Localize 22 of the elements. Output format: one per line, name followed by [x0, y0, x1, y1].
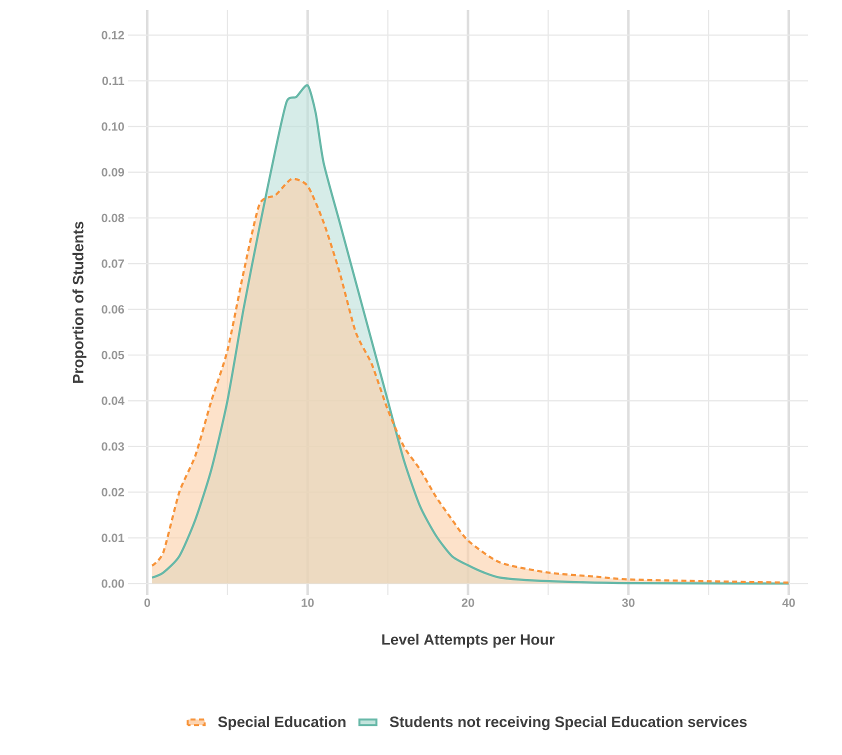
legend-label: Special Education [218, 716, 346, 730]
x-tick-label: 0 [144, 598, 150, 607]
y-tick-label: 0.05 [102, 350, 124, 360]
x-tick-label: 30 [622, 598, 635, 607]
legend-label: Students not receiving Special Education services [390, 716, 747, 730]
y-tick-label: 0.00 [102, 579, 124, 588]
y-axis-title: Proportion of Students [72, 222, 86, 383]
y-tick-label: 0.11 [102, 76, 124, 86]
y-tick-label: 0.01 [102, 534, 124, 542]
y-tick-label: 0.09 [102, 168, 124, 176]
x-tick-label: 40 [782, 598, 795, 607]
y-tick-label: 0.02 [102, 488, 124, 496]
y-tick-label: 0.03 [102, 442, 124, 451]
x-axis-title: Level Attempts per Hour [382, 634, 555, 648]
x-tick-label: 20 [462, 598, 474, 607]
x-tick-label: 10 [302, 598, 314, 607]
y-tick-label: 0.12 [102, 30, 124, 40]
y-tick-label: 0.04 [102, 396, 124, 405]
y-tick-label: 0.06 [102, 305, 124, 314]
y-tick-label: 0.07 [102, 259, 124, 268]
y-tick-label: 0.08 [102, 214, 124, 222]
y-tick-label: 0.10 [102, 122, 124, 131]
